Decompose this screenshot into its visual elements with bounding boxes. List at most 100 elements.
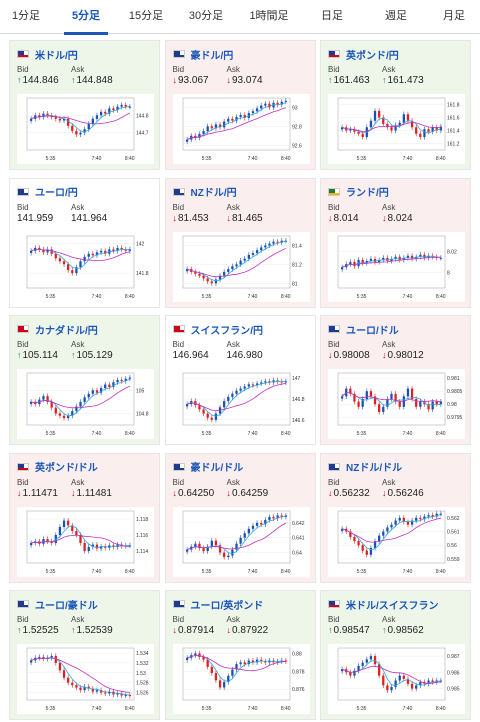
- y-tick-label: 0.64: [292, 550, 302, 556]
- rate-card[interactable]: カナダドル/円 Bid Ask ↑105.114 ↑105.129 105 104.8 5:3…: [9, 315, 160, 445]
- mini-chart[interactable]: 8.02 8 5:35 7:40 8:40: [328, 231, 465, 302]
- pair-name[interactable]: 豪ドル/円: [190, 50, 234, 62]
- mini-chart[interactable]: 147 146.8 146.6 5:35 7:40 8:40: [172, 369, 310, 439]
- rate-card[interactable]: 米ドル/円 Bid Ask ↑144.846 ↑144.848 144.8 144.7 5:3…: [9, 40, 160, 170]
- rate-card[interactable]: 英ポンド/円 Bid Ask ↑161.463 ↑161.473 161.8 161.6 16…: [320, 40, 471, 170]
- mini-chart[interactable]: 142 141.8 5:35 7:40 8:40: [17, 231, 154, 302]
- pair-name[interactable]: ユーロ/ドル: [346, 325, 399, 337]
- candle-body: [423, 515, 426, 519]
- candle-body: [398, 675, 401, 681]
- candle-body: [79, 260, 82, 267]
- tab-3[interactable]: 30分足: [188, 10, 224, 22]
- mini-chart[interactable]: 0.981 0.9805 0.98 0.9795 5:35 7:40 8:40: [328, 369, 465, 439]
- candle-body: [361, 399, 364, 407]
- y-tick-label: 105: [136, 388, 145, 394]
- pair-name[interactable]: 米ドル/スイスフラン: [346, 600, 439, 612]
- candle-body: [226, 675, 229, 683]
- tab-2[interactable]: 15分足: [128, 10, 164, 22]
- candle-body: [62, 415, 66, 419]
- rate-card[interactable]: ランド/円 Bid Ask ↓8.014 ↓8.024 8.02 8 5:35 7:40 8:40: [320, 177, 471, 308]
- plot-frame: [26, 647, 135, 701]
- chart-background: [328, 231, 465, 302]
- ask-value: ↑0.98562: [382, 625, 424, 636]
- x-tick-label: 8:40: [125, 569, 135, 575]
- mini-chart[interactable]: 0.562 0.561 0.56 0.559 5:35 7:40 8:40: [328, 506, 465, 577]
- price-values: ↓0.56232 ↓0.56246: [328, 488, 468, 500]
- mini-chart[interactable]: 81.4 81.2 81 5:35 7:40 8:40: [172, 231, 310, 302]
- tab-1[interactable]: 5分足: [56, 0, 116, 35]
- rate-card[interactable]: ユーロ/ドル Bid Ask ↓0.98008 ↓0.98012 0.981 0.9805 0…: [320, 315, 471, 445]
- pair-name[interactable]: ユーロ/円: [35, 188, 78, 199]
- tab-4[interactable]: 1時間足: [249, 10, 289, 22]
- chart-svg: 105 104.8 5:35 7:40 8:40: [17, 369, 154, 439]
- candle-body: [46, 396, 49, 402]
- tab-0[interactable]: 1分足: [11, 10, 41, 22]
- arrow-down-icon: ↓: [328, 212, 333, 223]
- candle-body: [91, 544, 94, 547]
- rate-card[interactable]: 豪ドル/ドル Bid Ask ↓0.64250 ↓0.64259 0.642 0.641 0.…: [164, 452, 316, 583]
- mini-chart[interactable]: 144.8 144.7 5:35 7:40 8:40: [17, 94, 154, 164]
- mini-chart[interactable]: 1.534 1.532 1.53 1.528 1.526 5:35 7:40 8:40: [17, 644, 154, 714]
- x-tick-label: 7:40: [92, 156, 102, 162]
- ma-fast-line: [341, 117, 441, 134]
- rate-card[interactable]: ユーロ/円 Bid Ask 141.959 141.964 142 141.8 5:35 7:4…: [9, 177, 160, 308]
- rate-card[interactable]: NZドル/ドル Bid Ask ↓0.56232 ↓0.56246 0.562 0.561 0…: [320, 452, 471, 583]
- candle-body: [120, 379, 123, 382]
- rate-card[interactable]: 英ポンド/ドル Bid Ask ↓1.11471 ↓1.11481 1.118 1.116 1…: [9, 452, 160, 583]
- pair-name[interactable]: 豪ドル/ドル: [190, 463, 244, 474]
- mini-chart[interactable]: 0.88 0.878 0.876 5:35 7:40 8:40: [172, 644, 310, 714]
- candle-body: [259, 246, 262, 250]
- pair-name[interactable]: NZドル/円: [190, 188, 237, 199]
- candle-body: [128, 544, 132, 546]
- candle-body: [226, 268, 229, 272]
- candle-body: [75, 685, 78, 688]
- chart-svg: 1.118 1.116 1.114 5:35 7:40 8:40: [17, 506, 154, 577]
- bid-label: Bid: [17, 340, 29, 349]
- pair-name[interactable]: 米ドル/円: [35, 50, 78, 62]
- bid-price: 141.959: [17, 212, 54, 224]
- y-tick-label: 142: [136, 241, 145, 247]
- mini-chart[interactable]: 1.118 1.116 1.114 5:35 7:40 8:40: [17, 506, 154, 577]
- candle-body: [386, 685, 389, 691]
- pair-name[interactable]: ユーロ/英ポンド: [190, 600, 264, 612]
- bid-price: 93.067: [178, 75, 209, 86]
- mini-chart[interactable]: 0.642 0.641 0.64 5:35 7:40 8:40: [172, 506, 310, 577]
- bid-value: ↑0.98547: [328, 625, 370, 636]
- pair-name[interactable]: 英ポンド/ドル: [35, 463, 98, 474]
- candle-body: [378, 404, 381, 412]
- candle-body: [349, 261, 352, 264]
- mini-chart[interactable]: 161.8 161.6 161.4 161.2 5:35 7:40 8:40: [328, 94, 465, 164]
- pair-name[interactable]: NZドル/ドル: [346, 463, 403, 474]
- rate-card[interactable]: 豪ドル/円 Bid Ask ↓93.067 ↓93.074 93 92.8 92.6 5:35 7…: [164, 40, 316, 170]
- ma-fast-line: [30, 105, 130, 133]
- bid-price: 161.463: [333, 75, 370, 86]
- tab-5[interactable]: 日足: [321, 10, 343, 22]
- mini-chart[interactable]: 0.987 0.986 0.985 5:35 7:40 8:40: [328, 644, 465, 714]
- card-title: ユーロ/豪ドル: [17, 598, 98, 612]
- pair-name[interactable]: スイスフラン/円: [190, 325, 263, 337]
- candle-body: [197, 133, 201, 138]
- candle-body: [230, 549, 234, 556]
- mini-chart[interactable]: 93 92.8 92.6 5:35 7:40 8:40: [172, 94, 310, 164]
- pair-name[interactable]: 英ポンド/円: [346, 50, 399, 62]
- candle-body: [210, 417, 213, 420]
- price-values: ↓0.98008 ↓0.98012: [328, 350, 468, 362]
- rate-card[interactable]: ユーロ/英ポンド Bid Ask ↓0.87914 ↓0.87922 0.88 0.878 0…: [164, 590, 316, 720]
- rate-card[interactable]: NZドル/円 Bid Ask ↓81.453 ↓81.465 81.4 81.2 81 5:35…: [164, 177, 316, 308]
- arrow-down-icon: ↓: [328, 350, 333, 360]
- rate-card[interactable]: スイスフラン/円 Bid Ask 146.964 146.980 147 146.8 146.…: [164, 315, 316, 445]
- candle-body: [67, 118, 70, 126]
- candle-body: [222, 682, 225, 688]
- rate-card[interactable]: 米ドル/スイスフラン Bid Ask ↑0.98547 ↑0.98562 0.987 0.9…: [320, 590, 471, 720]
- candle-body: [38, 115, 41, 118]
- ask-label: Ask: [71, 202, 85, 212]
- pair-name[interactable]: ランド/円: [346, 188, 389, 199]
- mini-chart[interactable]: 105 104.8 5:35 7:40 8:40: [17, 369, 154, 439]
- candle-body: [415, 685, 418, 689]
- x-tick-label: 5:35: [357, 569, 367, 575]
- rate-card[interactable]: ユーロ/豪ドル Bid Ask ↑1.52525 ↑1.52539 1.534 1.532 1…: [9, 590, 160, 720]
- tab-6[interactable]: 週足: [385, 10, 407, 22]
- pair-name[interactable]: ユーロ/豪ドル: [35, 600, 98, 612]
- tab-7[interactable]: 月足: [443, 10, 465, 22]
- pair-name[interactable]: カナダドル/円: [35, 325, 98, 337]
